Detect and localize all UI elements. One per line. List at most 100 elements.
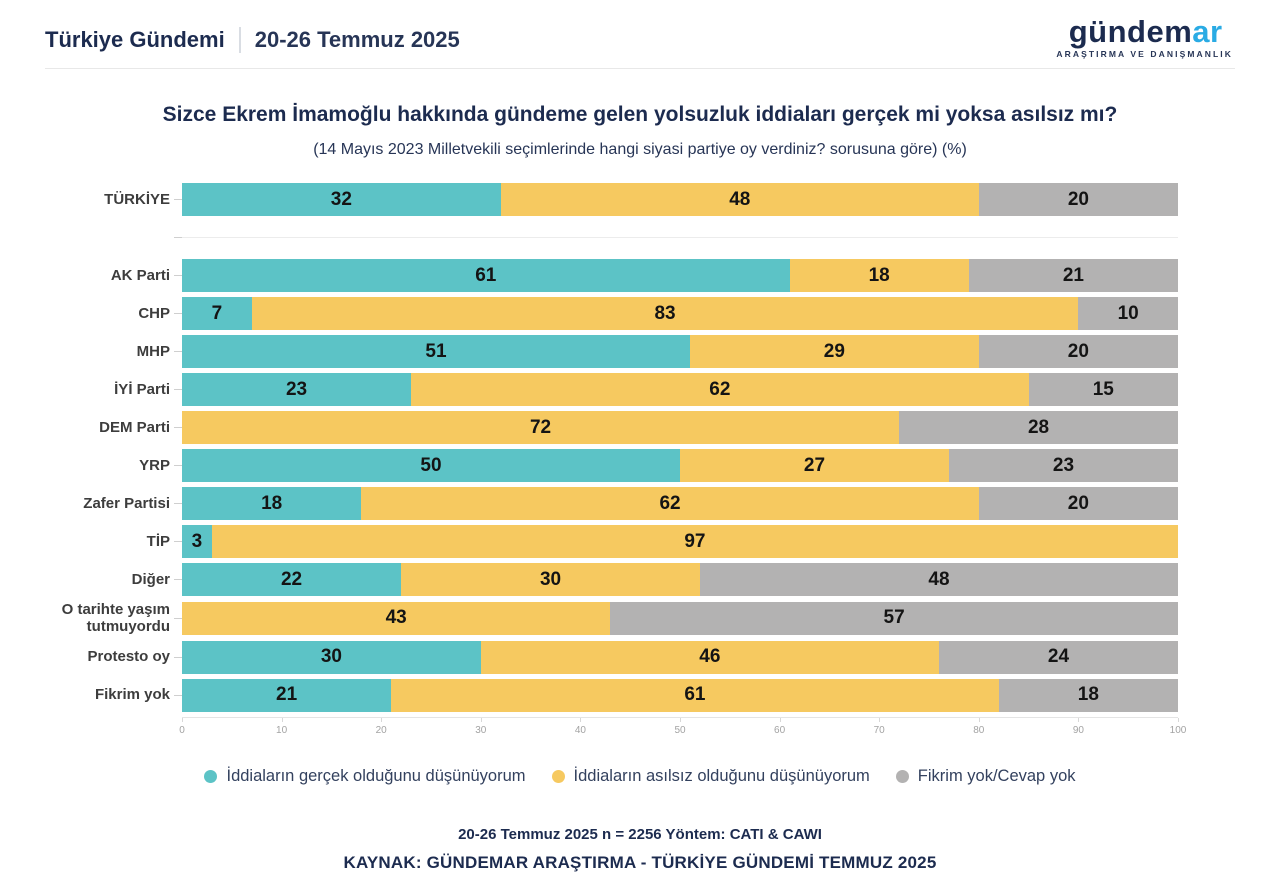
chart-row: Protesto oy 30 46 24 (0, 640, 1280, 674)
chart-row: Zafer Partisi 18 62 20 (0, 487, 1280, 520)
x-axis-tick-label: 20 (375, 724, 387, 736)
bar-segment: 46 (480, 640, 939, 674)
bar-value-label: 62 (659, 492, 681, 514)
bar-value-label: 15 (1092, 378, 1114, 400)
chart-subtitle: (14 Mayıs 2023 Milletvekili seçimlerinde… (313, 141, 967, 158)
x-axis-tick-mark (281, 717, 283, 722)
bar-segment: 57 (610, 601, 1178, 635)
legend-color-dot (551, 769, 565, 783)
bar-stack: 72 28 (182, 411, 1178, 444)
bar-value-label: 83 (654, 302, 676, 324)
bar-stack: 30 46 24 (182, 640, 1178, 674)
bar-stack: 18 62 20 (182, 487, 1178, 520)
bar-value-label: 51 (425, 340, 447, 362)
bar-segment: 23 (948, 449, 1178, 482)
bar-segment: 30 (182, 640, 481, 674)
chart-row: DEM Parti 72 28 (0, 411, 1280, 444)
header-separator (238, 27, 241, 53)
logo-part-navy: gündem (1068, 13, 1193, 49)
bar-value-label: 32 (330, 188, 352, 210)
bar-segment: 15 (1028, 373, 1178, 406)
chart-row: YRP 50 27 23 (0, 449, 1280, 482)
category-label: TÜRKİYE (104, 190, 170, 208)
bar-value-label: 30 (320, 646, 342, 667)
chart-row: TİP 3 97 (0, 525, 1280, 558)
bar-segment: 3 (182, 525, 212, 558)
bar-value-label: 21 (276, 684, 298, 705)
bar-value-label: 72 (529, 416, 552, 438)
bar-stack: 50 27 23 (182, 449, 1178, 482)
bar-value-label: 10 (1117, 302, 1139, 324)
chart-row: TÜRKİYE 32 48 20 (0, 183, 1280, 216)
bar-segment: 20 (978, 183, 1178, 216)
bar-value-label: 97 (684, 530, 706, 552)
chart-row: Fikrim yok 21 61 18 (0, 678, 1280, 712)
logo-tagline: ARAŞTIRMA VE DANIŞMANLIK (1056, 48, 1233, 59)
bar-value-label: 48 (928, 568, 950, 590)
bar-segment: 28 (899, 411, 1178, 444)
row-axis-tick (174, 351, 182, 352)
bar-stack: 23 62 15 (182, 373, 1178, 406)
bar-segment: 27 (680, 449, 949, 482)
chart-row: O tarihte yaşım tutmuyordu 43 57 (0, 601, 1280, 636)
bar-segment: 62 (411, 373, 1029, 406)
bar-stack: 22 30 48 (182, 563, 1178, 596)
bar-segment: 21 (182, 678, 392, 712)
row-axis-tick (174, 541, 182, 542)
bar-value-label: 62 (709, 378, 731, 400)
x-axis-tick-mark (1078, 717, 1080, 722)
x-axis-tick-mark (182, 717, 183, 722)
bar-segment: 7 (182, 297, 252, 330)
bar-stack: 32 48 20 (182, 183, 1178, 216)
bar-segment: 21 (968, 259, 1178, 292)
bar-segment: 50 (182, 449, 680, 482)
bar-segment: 24 (938, 640, 1178, 674)
chart-row: MHP 51 29 20 (0, 335, 1280, 368)
x-axis-tick-label: 30 (475, 724, 487, 736)
x-axis-tick-label: 40 (574, 724, 586, 736)
x-axis-tick-mark (1178, 717, 1179, 722)
x-axis-tick-mark (680, 717, 681, 722)
bar-value-label: 29 (823, 340, 845, 362)
bar-segment: 18 (182, 487, 362, 520)
header-date-range: 20-26 Temmuz 2025 (254, 27, 460, 52)
bar-value-label: 61 (684, 684, 706, 705)
category-label: MHP (136, 342, 170, 360)
header-left: Türkiye Gündemi 20-26 Temmuz 2025 (45, 27, 460, 53)
logo-wordmark: gündemar (1056, 16, 1235, 47)
chart-row: Diğer 22 30 48 (0, 563, 1280, 596)
x-axis-tick-label: 60 (774, 724, 786, 736)
legend-item: İddiaların gerçek olduğunu düşünüyorum (204, 766, 526, 786)
bar-value-label: 61 (475, 264, 497, 286)
bar-segment: 43 (182, 601, 611, 635)
gundemar-logo: gündemar ARAŞTIRMA VE DANIŞMANLIK (1056, 16, 1235, 59)
legend-label: İddiaların gerçek olduğunu düşünüyorum (226, 766, 526, 785)
bar-value-label: 18 (261, 492, 283, 514)
bar-segment: 61 (182, 259, 790, 292)
row-axis-tick (174, 579, 182, 580)
row-axis-tick (174, 275, 182, 276)
category-label: YRP (139, 456, 170, 474)
bar-value-label: 23 (285, 378, 308, 400)
x-axis-tick-label: 90 (1072, 724, 1084, 736)
chart-row: AK Parti 61 18 21 (0, 259, 1280, 292)
bar-value-label: 50 (420, 454, 442, 476)
x-axis-track: 0 10 20 30 40 50 60 70 80 90 100 (179, 716, 1186, 743)
x-axis-tick-mark (879, 717, 881, 722)
category-label: Fikrim yok (94, 686, 170, 704)
bar-stack: 3 97 (182, 525, 1178, 558)
section-divider-line (182, 237, 1178, 238)
bar-segment: 10 (1078, 297, 1178, 330)
bar-value-label: 3 (191, 530, 203, 552)
bar-segment: 97 (211, 525, 1178, 558)
bar-stack: 7 83 10 (182, 297, 1178, 330)
bar-value-label: 18 (1077, 684, 1099, 705)
bar-value-label: 48 (729, 188, 751, 210)
row-axis-tick (174, 503, 182, 504)
bar-segment: 29 (689, 335, 979, 368)
bar-segment: 22 (182, 563, 402, 596)
bar-segment: 62 (361, 487, 979, 520)
x-axis-tick-mark (978, 717, 980, 722)
chart-section-divider-row (0, 221, 1280, 254)
